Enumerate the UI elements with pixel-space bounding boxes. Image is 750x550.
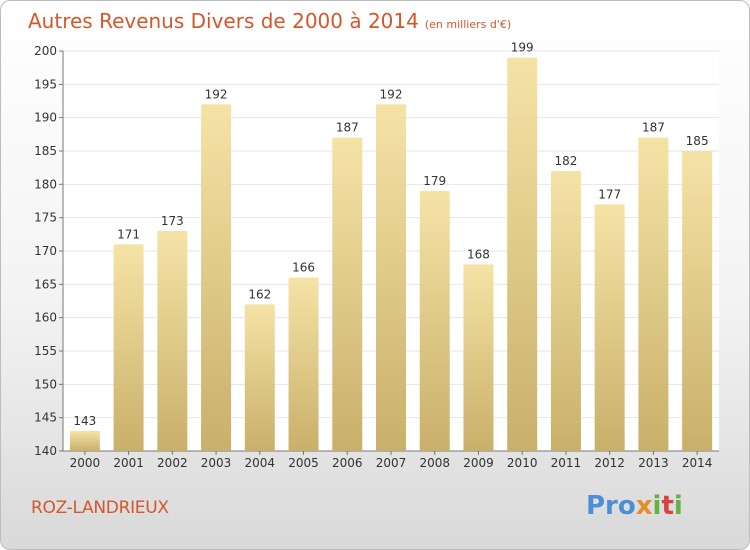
bar-2012 xyxy=(594,204,625,451)
y-tick-label: 175 xyxy=(34,211,57,225)
y-tick-label: 195 xyxy=(34,77,57,91)
place-name: ROZ-LANDRIEUX xyxy=(31,498,169,518)
proxiti-logo[interactable]: Proxiti xyxy=(586,491,683,521)
bar-2000 xyxy=(69,431,100,451)
x-tick-label-2013: 2013 xyxy=(638,456,669,470)
bar-2014 xyxy=(682,151,713,451)
logo-part-4: t xyxy=(661,491,674,521)
bar-2006 xyxy=(332,137,363,451)
y-tick-label: 150 xyxy=(34,377,57,391)
x-tick-label-2012: 2012 xyxy=(594,456,625,470)
y-tick-label: 185 xyxy=(34,144,57,158)
chart-title: Autres Revenus Divers de 2000 à 2014 (en … xyxy=(28,9,511,33)
x-tick-label-2011: 2011 xyxy=(551,456,582,470)
bar-2003 xyxy=(201,104,232,451)
data-label-2005: 166 xyxy=(292,261,315,275)
logo-part-5: i xyxy=(673,491,683,521)
data-label-2009: 168 xyxy=(467,247,490,261)
x-tick-label-2009: 2009 xyxy=(463,456,494,470)
bar-2008 xyxy=(419,191,450,451)
data-label-2011: 182 xyxy=(554,154,577,168)
x-tick-label-2001: 2001 xyxy=(113,456,144,470)
chart-subtitle: (en milliers d'€) xyxy=(424,18,512,31)
bar-2004 xyxy=(244,304,275,451)
bar-2010 xyxy=(507,57,538,452)
x-tick-label-2003: 2003 xyxy=(201,456,232,470)
data-label-2008: 179 xyxy=(423,174,446,188)
x-tick-label-2008: 2008 xyxy=(419,456,450,470)
data-label-2012: 177 xyxy=(598,187,621,201)
bar-2011 xyxy=(550,171,581,451)
y-tick-label: 200 xyxy=(34,44,57,58)
y-tick-label: 170 xyxy=(34,244,57,258)
y-tick-label: 145 xyxy=(34,411,57,425)
data-label-2004: 162 xyxy=(248,287,271,301)
data-label-2000: 143 xyxy=(73,414,96,428)
data-label-2014: 185 xyxy=(686,134,709,148)
data-label-2002: 173 xyxy=(161,214,184,228)
x-tick-label-2004: 2004 xyxy=(245,456,276,470)
y-tick-label: 180 xyxy=(34,177,57,191)
bar-2009 xyxy=(463,264,494,451)
y-tick-label: 140 xyxy=(34,444,57,458)
bar-2005 xyxy=(288,277,319,451)
bar-2013 xyxy=(638,137,669,451)
x-tick-label-2006: 2006 xyxy=(332,456,363,470)
logo-part-1: Pro xyxy=(586,491,636,521)
x-tick-label-2010: 2010 xyxy=(507,456,538,470)
y-tick-label: 165 xyxy=(34,277,57,291)
data-label-2003: 192 xyxy=(205,87,228,101)
chart-title-text: Autres Revenus Divers de 2000 à 2014 xyxy=(28,9,419,33)
x-tick-label-2005: 2005 xyxy=(288,456,319,470)
x-tick-label-2007: 2007 xyxy=(376,456,407,470)
data-label-2001: 171 xyxy=(117,227,140,241)
x-tick-label-2000: 2000 xyxy=(70,456,101,470)
data-label-2006: 187 xyxy=(336,121,359,135)
data-label-2007: 192 xyxy=(380,87,403,101)
bar-2001 xyxy=(113,244,144,451)
logo-part-3: i xyxy=(652,491,662,521)
y-tick-label: 155 xyxy=(34,344,57,358)
data-label-2013: 187 xyxy=(642,121,665,135)
x-tick-label-2002: 2002 xyxy=(157,456,188,470)
x-tick-label-2014: 2014 xyxy=(682,456,713,470)
y-tick-label: 160 xyxy=(34,311,57,325)
logo-part-2: x xyxy=(635,491,653,521)
y-tick-label: 190 xyxy=(34,111,57,125)
bar-2002 xyxy=(157,231,188,451)
bar-2007 xyxy=(376,104,406,451)
data-label-2010: 199 xyxy=(511,41,534,55)
